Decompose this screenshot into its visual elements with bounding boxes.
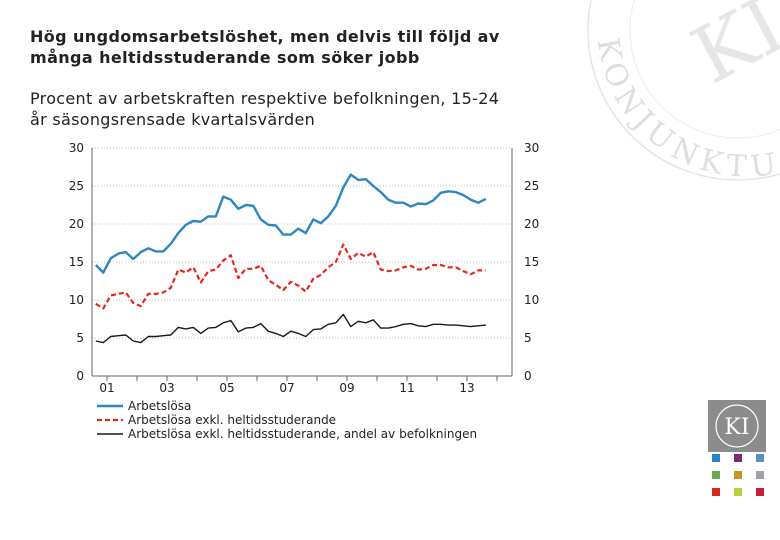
color-swatch	[756, 471, 764, 479]
color-swatch	[712, 471, 720, 479]
color-swatch	[734, 488, 742, 496]
y-tick-label-left: 5	[76, 331, 84, 345]
chart-title: Hög ungdomsarbetslöshet, men delvis till…	[30, 26, 570, 68]
y-tick-label-right: 20	[524, 217, 539, 231]
y-tick-label-right: 25	[524, 179, 539, 193]
series-line-exkl-heltidsstuderande	[95, 243, 486, 310]
title-line-1: Hög ungdomsarbetslöshet, men delvis till…	[30, 27, 500, 46]
x-tick-label: 03	[159, 381, 174, 395]
x-tick-label: 07	[279, 381, 294, 395]
legend-label-3: Arbetslösa exkl. heltidsstuderande, ande…	[128, 427, 477, 441]
x-tick-label: 11	[399, 381, 414, 395]
ki-logo: KI	[708, 400, 766, 452]
logo-ring	[715, 404, 759, 448]
watermark-seal: KONJUNKTURINSTITUTET KI	[568, 0, 780, 185]
logo-background	[708, 400, 766, 452]
color-swatch	[734, 454, 742, 462]
chart-subtitle: Procent av arbetskraften respektive befo…	[30, 88, 570, 130]
y-tick-label-right: 10	[524, 293, 539, 307]
logo-text: KI	[724, 415, 749, 440]
color-swatch	[712, 454, 720, 462]
color-swatch	[756, 488, 764, 496]
x-tick-label: 13	[459, 381, 474, 395]
y-tick-label-left: 30	[69, 141, 84, 155]
subtitle-line-2: år säsongsrensade kvartalsvärden	[30, 110, 316, 129]
color-swatch	[734, 471, 742, 479]
x-tick-label: 05	[219, 381, 234, 395]
color-swatch	[756, 454, 764, 462]
y-tick-label-left: 20	[69, 217, 84, 231]
title-line-2: många heltidsstuderande som söker jobb	[30, 48, 420, 67]
y-tick-label-left: 10	[69, 293, 84, 307]
series-line-andel-av-befolkningen	[95, 313, 486, 344]
series-line-arbetslosa	[94, 173, 487, 274]
y-tick-label-right: 0	[524, 369, 532, 383]
x-tick-label: 01	[99, 381, 114, 395]
y-tick-label-right: 30	[524, 141, 539, 155]
y-tick-label-right: 5	[524, 331, 532, 345]
legend-label-1: Arbetslösa	[128, 399, 191, 413]
y-tick-label-left: 0	[76, 369, 84, 383]
subtitle-line-1: Procent av arbetskraften respektive befo…	[30, 89, 500, 108]
y-tick-label-right: 15	[524, 255, 539, 269]
y-tick-label-left: 25	[69, 179, 84, 193]
legend-label-2: Arbetslösa exkl. heltidsstuderande	[128, 413, 336, 427]
y-tick-label-left: 15	[69, 255, 84, 269]
x-tick-label: 09	[339, 381, 354, 395]
color-swatch	[712, 488, 720, 496]
